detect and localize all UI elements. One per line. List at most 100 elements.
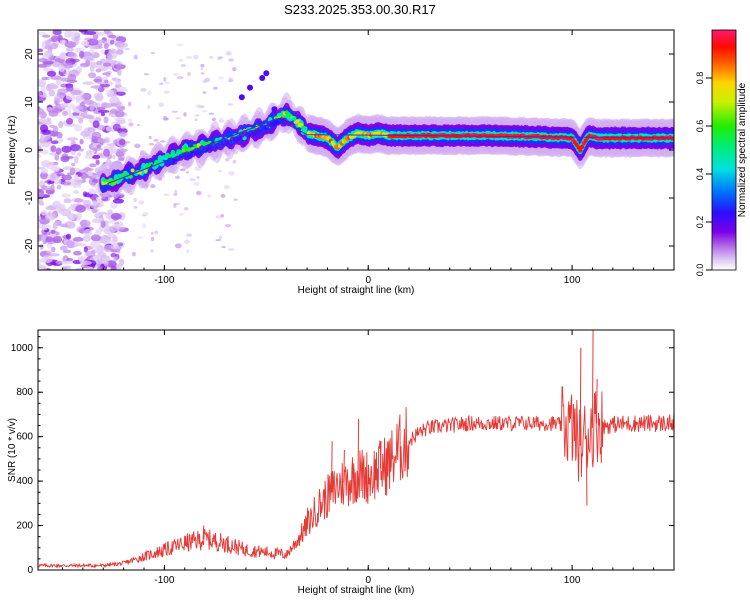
noise-blob <box>75 204 86 213</box>
snr-spike <box>343 449 345 483</box>
snr-spike <box>585 435 588 506</box>
noise-blob <box>111 77 117 81</box>
spectrogram-x-tick-label: 0 <box>365 275 371 286</box>
noise-blob <box>52 30 62 36</box>
noise-blob <box>74 37 79 46</box>
noise-blob <box>108 48 117 54</box>
noise-blob <box>200 67 204 71</box>
noise-blob <box>103 30 110 35</box>
noise-blob <box>209 55 214 59</box>
noise-blob <box>207 194 211 198</box>
noise-blob <box>89 163 97 168</box>
noise-blob <box>227 78 234 83</box>
spectrogram-x-tick-label: -100 <box>154 275 174 286</box>
ridge-blob <box>202 141 207 145</box>
noise-blob <box>56 178 62 186</box>
noise-blob <box>128 122 134 127</box>
ridge-blob <box>103 179 108 183</box>
noise-blob <box>114 110 125 118</box>
colorbar-gradient <box>711 29 737 271</box>
noise-blob <box>103 148 110 157</box>
noise-blob <box>225 158 230 162</box>
noise-blob <box>158 102 165 108</box>
noise-blob <box>65 94 76 100</box>
noise-blob <box>159 82 164 86</box>
noise-blob <box>90 234 101 242</box>
snr-spike <box>596 378 598 424</box>
noise-blob <box>196 190 202 196</box>
noise-blob <box>69 167 76 175</box>
snr-spike <box>591 330 594 428</box>
noise-blob <box>119 125 127 129</box>
noise-blob <box>101 102 108 108</box>
noise-blob <box>116 86 128 93</box>
noise-blob <box>44 50 53 58</box>
noise-blob <box>112 235 118 243</box>
noise-blob <box>49 124 56 128</box>
noise-blob <box>88 72 97 79</box>
noise-blob <box>65 233 72 240</box>
noise-blob <box>116 63 123 70</box>
noise-blob <box>125 141 131 144</box>
snr-y-tick-label: 0 <box>27 565 33 576</box>
noise-blob <box>52 200 61 209</box>
noise-blob <box>179 213 184 216</box>
noise-blob <box>63 175 71 180</box>
noise-blob <box>180 63 187 68</box>
ridge-blob <box>117 173 122 177</box>
noise-blob <box>147 104 151 110</box>
noise-blob <box>52 61 60 68</box>
colorbar: 0.0 0.2 0.4 0.6 0.8 Normalized spectral ampl… <box>695 29 748 276</box>
noise-blob <box>89 104 95 111</box>
noise-blob <box>215 215 222 219</box>
noise-blob <box>118 138 126 146</box>
noise-blob <box>194 118 198 122</box>
noise-blob <box>54 94 65 102</box>
noise-blob <box>56 184 62 190</box>
ridge-blob <box>108 182 113 186</box>
ridge-blob <box>148 162 153 165</box>
noise-blob <box>76 105 84 110</box>
noise-blob <box>48 89 56 97</box>
noise-blob <box>59 245 68 251</box>
noise-blob <box>53 164 60 173</box>
spectrogram-x-axis-label: Height of straight line (km) <box>298 285 415 296</box>
noise-blob <box>65 118 74 125</box>
noise-blob <box>92 200 98 207</box>
noise-blob <box>106 143 119 147</box>
ridge-blob <box>301 125 306 130</box>
noise-blob <box>228 58 234 62</box>
noise-blob <box>85 115 95 120</box>
noise-blob <box>105 158 112 167</box>
noise-blob <box>186 55 193 60</box>
noise-blob <box>150 51 156 55</box>
noise-blob <box>38 31 46 36</box>
noise-blob <box>225 51 232 56</box>
noise-blob <box>40 149 49 155</box>
snr-spike <box>379 441 382 469</box>
ridge-blob <box>187 147 192 152</box>
snr-x-tick-label: 0 <box>365 575 371 586</box>
spectrogram-y-tick-label: 20 <box>24 48 35 60</box>
noise-blob <box>81 40 90 46</box>
noise-blob <box>150 236 155 242</box>
noise-blob <box>51 107 63 113</box>
spectrogram-y-tick-label: 10 <box>24 96 35 108</box>
spectrogram-y-tick-label: -20 <box>24 238 35 253</box>
noise-blob <box>140 88 147 92</box>
noise-blob <box>142 211 149 217</box>
noise-blob <box>38 258 46 264</box>
noise-blob <box>136 123 141 127</box>
noise-blob <box>79 138 84 145</box>
snr-x-tick-label: -100 <box>154 575 174 586</box>
noise-blob <box>38 107 45 115</box>
noise-blob <box>148 135 152 140</box>
snr-spike <box>357 418 360 475</box>
noise-blob <box>103 116 109 124</box>
noise-blob <box>41 76 48 81</box>
noise-blob <box>116 91 126 96</box>
noise-blob <box>40 171 49 180</box>
noise-blob <box>115 151 125 158</box>
